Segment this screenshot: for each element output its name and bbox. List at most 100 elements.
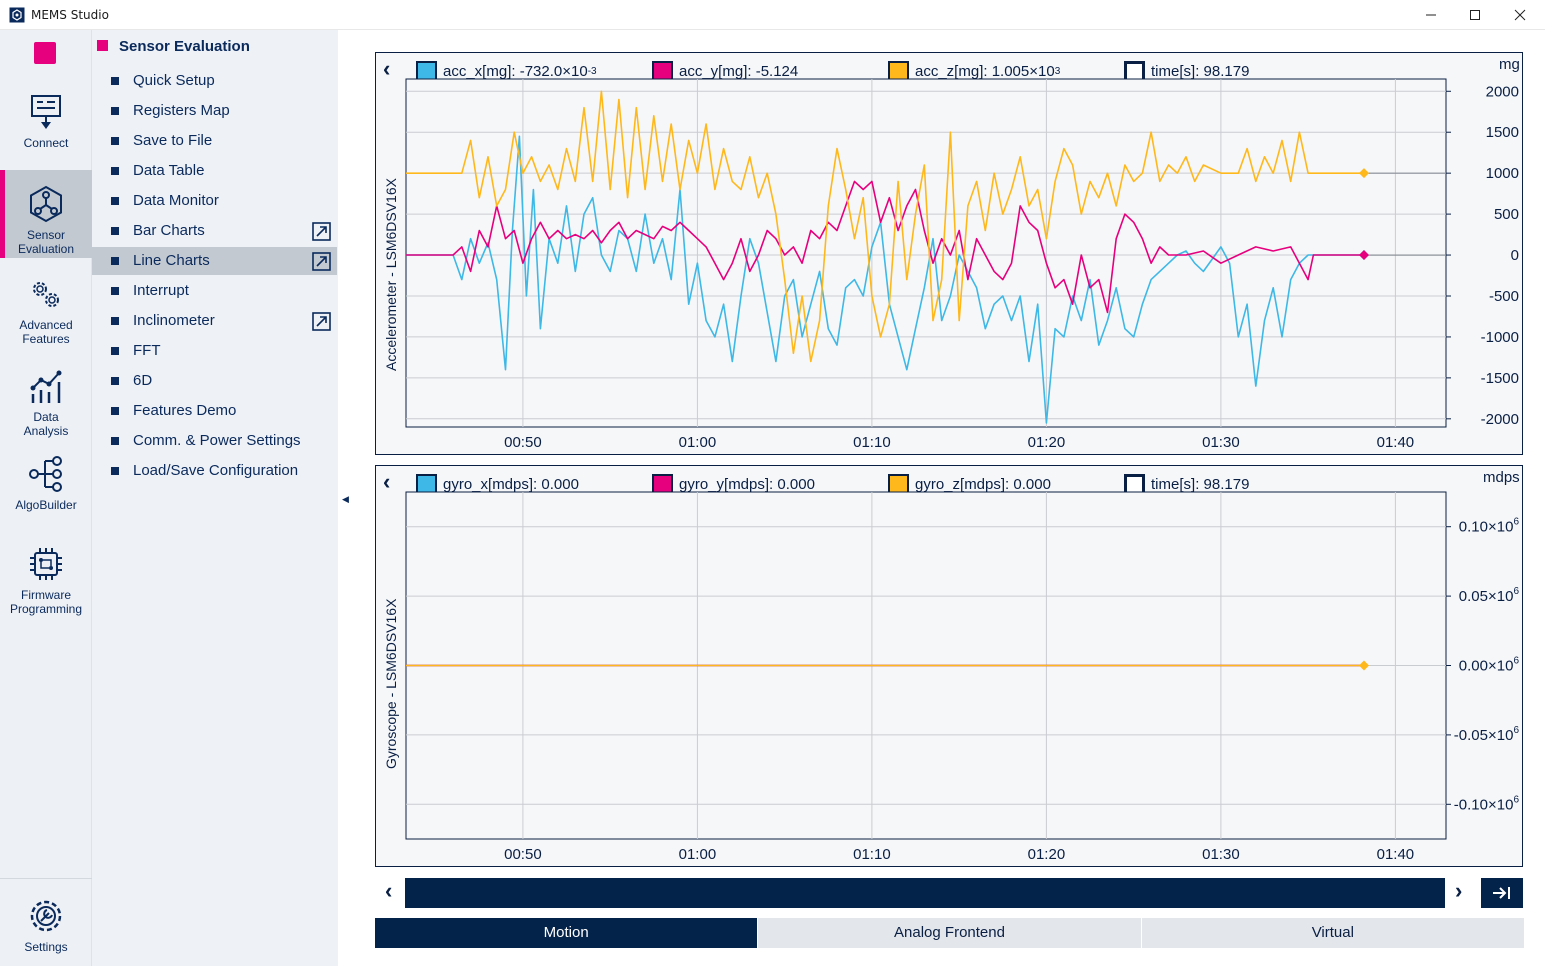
- menu-item-interrupt[interactable]: Interrupt: [92, 277, 337, 305]
- legend-entry[interactable]: gyro_z[mdps]: 0.000: [888, 474, 1051, 495]
- legend-entry[interactable]: gyro_y[mdps]: 0.000: [652, 474, 815, 495]
- menu-item-label: Interrupt: [133, 282, 189, 299]
- legend-series-value: 1.005×10: [991, 63, 1055, 80]
- menu-item-features-demo[interactable]: Features Demo: [92, 397, 337, 425]
- scroll-right-chevron-icon[interactable]: ›: [1455, 878, 1463, 903]
- rail-item-algobuilder[interactable]: AlgoBuilder: [0, 454, 92, 518]
- tab-analog-frontend[interactable]: Analog Frontend: [758, 918, 1142, 948]
- menu-item-label: Line Charts: [133, 252, 210, 269]
- x-tick-label: 01:20: [1028, 434, 1066, 451]
- y-tick-label: -0.05×106: [1454, 725, 1520, 744]
- open-external-icon[interactable]: [312, 252, 331, 271]
- tab-virtual[interactable]: Virtual: [1141, 918, 1525, 948]
- y-tick-label: 0.10×106: [1459, 517, 1520, 536]
- menu-item-load-save-configuration[interactable]: Load/Save Configuration: [92, 457, 337, 485]
- menu-item-comm-power-settings[interactable]: Comm. & Power Settings: [92, 427, 337, 455]
- legend-separator: :: [1195, 476, 1204, 493]
- menu-item-6d[interactable]: 6D: [92, 367, 337, 395]
- close-icon: [1514, 9, 1526, 21]
- accelerometer-chart-panel: ‹ Accelerometer - LSM6DSV16X mg acc_x[mg…: [375, 52, 1523, 455]
- legend-entry[interactable]: acc_y[mg]: -5.124: [652, 61, 798, 82]
- legend-entry[interactable]: gyro_x[mdps]: 0.000: [416, 474, 579, 495]
- rail-item-advanced-features[interactable]: Advanced Features: [0, 276, 92, 348]
- menu-item-label: Features Demo: [133, 402, 237, 419]
- rail-item-firmware-programming[interactable]: Firmware Programming: [0, 544, 92, 616]
- legend-entry[interactable]: time[s]: 98.179: [1124, 61, 1249, 82]
- menu-item-label: Bar Charts: [133, 222, 205, 239]
- rail-item-sensor-evaluation[interactable]: Sensor Evaluation: [0, 170, 92, 258]
- menu-item-save-to-file[interactable]: Save to File: [92, 127, 337, 155]
- menu-item-fft[interactable]: FFT: [92, 337, 337, 365]
- menu-item-line-charts[interactable]: Line Charts: [92, 247, 337, 275]
- menu-item-label: Data Monitor: [133, 192, 219, 209]
- legend-entry[interactable]: time[s]: 98.179: [1124, 474, 1249, 495]
- maximize-button[interactable]: [1452, 0, 1498, 30]
- gyroscope-unit-label: mdps: [1483, 469, 1520, 486]
- accelerometer-plot[interactable]: 00:50 01:00 01:10 01:20 01:30 01:40 2000 1500 10…: [376, 53, 1524, 456]
- timeline-scroll-thumb[interactable]: [405, 878, 1445, 908]
- data-analysis-icon: [30, 370, 62, 403]
- menu-item-label: Registers Map: [133, 102, 230, 119]
- legend-series-value: 98.179: [1203, 63, 1250, 80]
- legend-series-name: gyro_z[mdps]: [915, 476, 1006, 493]
- legend-separator: :: [747, 63, 756, 80]
- gyroscope-plot[interactable]: 00:50 01:00 01:10 01:20 01:30 01:400.10×1060.…: [376, 466, 1524, 868]
- connect-icon: [31, 95, 61, 129]
- title-bar: MEMS Studio: [0, 0, 1545, 30]
- legend-series-name: acc_z[mg]: [915, 63, 984, 80]
- menu-item-bar-charts[interactable]: Bar Charts: [92, 217, 337, 245]
- menu-item-label: Comm. & Power Settings: [133, 432, 301, 449]
- x-tick-label: 01:30: [1202, 846, 1240, 863]
- legend-series-name: gyro_y[mdps]: [679, 476, 770, 493]
- legend-value-exponent: -3: [587, 66, 597, 77]
- chart-collapse-chevron-icon[interactable]: ‹: [383, 469, 391, 494]
- x-tick-label: 01:40: [1377, 434, 1415, 451]
- y-tick-label: 0.05×106: [1459, 586, 1520, 605]
- rail-label-data-analysis: Data Analysis: [23, 410, 69, 438]
- tab-motion[interactable]: Motion: [375, 918, 759, 948]
- menu-item-data-monitor[interactable]: Data Monitor: [92, 187, 337, 215]
- maximize-icon: [1470, 10, 1480, 20]
- gears-icon: [33, 282, 59, 307]
- collapse-menu-button[interactable]: ◀: [342, 494, 349, 504]
- legend-separator: :: [983, 63, 992, 80]
- minimize-button[interactable]: [1408, 0, 1454, 30]
- sensor-evaluation-menu: Sensor Evaluation Quick Setup Registers M…: [92, 30, 338, 966]
- timeline-scrollbar: ‹ ›: [375, 878, 1523, 908]
- menu-item-inclinometer[interactable]: Inclinometer: [92, 307, 337, 335]
- open-external-icon[interactable]: [312, 312, 331, 331]
- rail-item-settings[interactable]: Settings: [0, 896, 92, 958]
- jump-to-end-button[interactable]: [1481, 878, 1523, 908]
- rail-item-data-analysis[interactable]: Data Analysis: [0, 368, 92, 440]
- y-tick-value: 1000: [1486, 165, 1519, 182]
- chart-collapse-chevron-icon[interactable]: ‹: [383, 56, 391, 81]
- legend-entry[interactable]: acc_z[mg]: 1.005×10 3: [888, 61, 1060, 82]
- rail-divider: [0, 878, 92, 879]
- settings-icon: [30, 900, 62, 932]
- series-cursor-marker: [1358, 250, 1369, 261]
- y-tick-label: -2000: [1481, 411, 1519, 428]
- y-tick-exponent: 6: [1513, 517, 1519, 528]
- legend-series-value: -732.0×10: [519, 63, 588, 80]
- rail-label-connect: Connect: [23, 136, 69, 150]
- menu-item-label: Save to File: [133, 132, 213, 149]
- y-tick-value: 1500: [1486, 124, 1519, 141]
- legend-entry[interactable]: acc_x[mg]: -732.0×10 -3: [416, 61, 597, 82]
- close-button[interactable]: [1497, 0, 1543, 30]
- legend-value-exponent: 3: [1054, 66, 1061, 77]
- menu-item-data-table[interactable]: Data Table: [92, 157, 337, 185]
- rail-label-algobuilder: AlgoBuilder: [15, 498, 77, 512]
- minimize-icon: [1426, 14, 1436, 16]
- rail-item-connect[interactable]: Connect: [0, 92, 92, 164]
- legend-separator: :: [769, 476, 778, 493]
- menu-item-label: 6D: [133, 372, 153, 389]
- y-tick-value: 0.10×10: [1459, 519, 1514, 536]
- open-external-icon[interactable]: [312, 222, 331, 241]
- y-tick-label: 0.00×106: [1459, 656, 1520, 675]
- legend-series-value: -5.124: [755, 63, 799, 80]
- y-tick-exponent: 6: [1513, 586, 1519, 597]
- menu-item-quick-setup[interactable]: Quick Setup: [92, 67, 337, 95]
- menu-item-registers-map[interactable]: Registers Map: [92, 97, 337, 125]
- scroll-left-chevron-icon[interactable]: ‹: [385, 878, 393, 903]
- y-tick-value: 0: [1511, 247, 1519, 264]
